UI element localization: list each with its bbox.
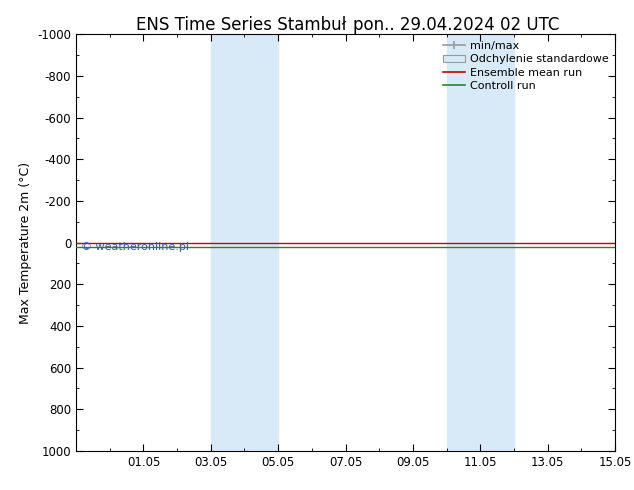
Text: © weatheronline.pl: © weatheronline.pl <box>81 242 190 252</box>
Text: ENS Time Series Stambuł: ENS Time Series Stambuł <box>136 16 346 34</box>
Bar <box>446 34 514 451</box>
Legend: min/max, Odchylenie standardowe, Ensemble mean run, Controll run: min/max, Odchylenie standardowe, Ensembl… <box>439 37 612 96</box>
Y-axis label: Max Temperature 2m (°C): Max Temperature 2m (°C) <box>18 162 32 323</box>
Text: pon.. 29.04.2024 02 UTC: pon.. 29.04.2024 02 UTC <box>353 16 560 34</box>
Bar <box>210 34 278 451</box>
